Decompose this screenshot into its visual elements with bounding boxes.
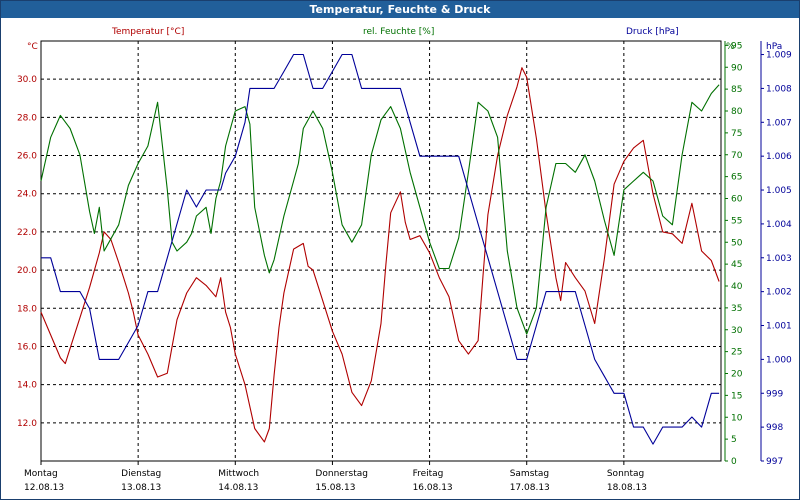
humidity-tick-label: 60 bbox=[731, 195, 743, 205]
pressure-tick-label: 1.001 bbox=[766, 322, 792, 332]
x-tick-date: 17.08.13 bbox=[510, 483, 550, 493]
temp-tick-label: 20.0 bbox=[17, 266, 37, 276]
temp-axis-title: Temperatur [°C] bbox=[111, 27, 184, 37]
humidity-tick-label: 30 bbox=[731, 326, 743, 336]
humidity-tick-label: 50 bbox=[731, 238, 743, 248]
grid bbox=[40, 40, 722, 462]
temp-tick-label: 22.0 bbox=[17, 228, 37, 238]
temp-tick-label: 30.0 bbox=[17, 75, 37, 85]
temp-unit: °C bbox=[27, 42, 38, 52]
pressure-tick-label: 1.003 bbox=[766, 254, 792, 264]
series-line-pressure bbox=[41, 53, 720, 445]
humidity-tick-label: 5 bbox=[731, 435, 737, 445]
humidity-tick-label: 25 bbox=[731, 348, 742, 358]
humidity-tick-label: 70 bbox=[731, 151, 743, 161]
humidity-tick-label: 85 bbox=[731, 85, 742, 95]
x-tick-day: Samstag bbox=[510, 469, 549, 479]
humidity-tick-label: 35 bbox=[731, 304, 742, 314]
pressure-tick-label: 999 bbox=[766, 389, 783, 399]
pressure-tick-label: 1.004 bbox=[766, 220, 792, 230]
humidity-axis-title: rel. Feuchte [%] bbox=[363, 27, 434, 37]
x-tick-day: Dienstag bbox=[121, 469, 161, 479]
temp-tick-label: 18.0 bbox=[17, 304, 37, 314]
humidity-tick-label: 95 bbox=[731, 41, 742, 51]
x-tick-date: 12.08.13 bbox=[24, 483, 64, 493]
humidity-tick-label: 10 bbox=[731, 413, 743, 423]
x-tick-day: Mittwoch bbox=[218, 469, 259, 479]
pressure-tick-label: 1.008 bbox=[766, 84, 792, 94]
pressure-tick-label: 1.005 bbox=[766, 186, 792, 196]
x-tick-day: Montag bbox=[24, 469, 58, 479]
window-title: Temperatur, Feuchte & Druck bbox=[1, 1, 799, 18]
humidity-tick-label: 80 bbox=[731, 107, 743, 117]
x-tick-date: 18.08.13 bbox=[607, 483, 647, 493]
plot-frame bbox=[40, 40, 722, 462]
pressure-tick-label: 1.006 bbox=[766, 152, 792, 162]
x-tick-date: 13.08.13 bbox=[121, 483, 161, 493]
pressure-tick-label: 1.002 bbox=[766, 288, 792, 298]
x-tick-date: 15.08.13 bbox=[315, 483, 355, 493]
temp-tick-label: 28.0 bbox=[17, 113, 37, 123]
x-tick-day: Freitag bbox=[413, 469, 444, 479]
humidity-tick-label: 0 bbox=[731, 457, 737, 467]
humidity-tick-label: 75 bbox=[731, 129, 742, 139]
series-line-temperature bbox=[40, 67, 720, 443]
series-line-humidity bbox=[40, 84, 720, 335]
humidity-unit: % bbox=[726, 42, 735, 52]
humidity-tick-label: 55 bbox=[731, 216, 742, 226]
humidity-tick-label: 40 bbox=[731, 282, 743, 292]
axes bbox=[40, 41, 764, 465]
temp-tick-label: 26.0 bbox=[17, 152, 37, 162]
temp-tick-label: 14.0 bbox=[17, 381, 37, 391]
pressure-tick-label: 997 bbox=[766, 457, 783, 467]
series bbox=[40, 53, 720, 445]
x-tick-date: 16.08.13 bbox=[413, 483, 453, 493]
pressure-unit: hPa bbox=[766, 42, 782, 52]
pressure-tick-label: 1.009 bbox=[766, 51, 792, 61]
humidity-tick-label: 45 bbox=[731, 260, 742, 270]
axis-text: Montag 12.08.13 Dienstag 13.08.13 Mittwoch 14… bbox=[17, 27, 792, 493]
x-tick-day: Sonntag bbox=[607, 469, 644, 479]
x-tick-day: Donnerstag bbox=[315, 469, 368, 479]
humidity-tick-label: 15 bbox=[731, 391, 742, 401]
temp-tick-label: 24.0 bbox=[17, 190, 37, 200]
pressure-tick-label: 998 bbox=[766, 423, 783, 433]
chart-canvas: Montag 12.08.13 Dienstag 13.08.13 Mittwoch 14… bbox=[17, 27, 792, 493]
humidity-tick-label: 90 bbox=[731, 63, 743, 73]
humidity-tick-label: 20 bbox=[731, 370, 743, 380]
x-tick-date: 14.08.13 bbox=[218, 483, 258, 493]
pressure-tick-label: 1.007 bbox=[766, 118, 792, 128]
temp-tick-label: 16.0 bbox=[17, 342, 37, 352]
humidity-tick-label: 65 bbox=[731, 173, 742, 183]
pressure-axis-title: Druck [hPa] bbox=[626, 27, 679, 37]
temp-tick-label: 12.0 bbox=[17, 419, 37, 429]
pressure-tick-label: 1.000 bbox=[766, 355, 792, 365]
